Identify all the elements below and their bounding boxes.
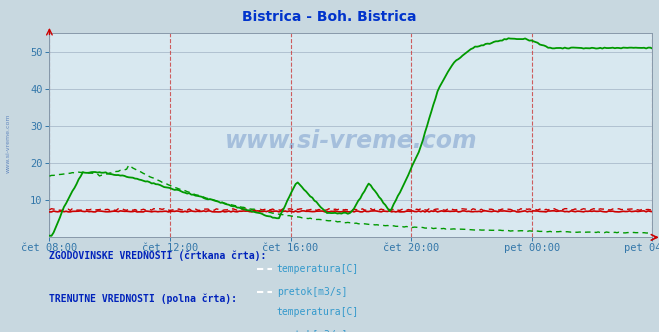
Text: pretok[m3/s]: pretok[m3/s] (277, 287, 347, 297)
Text: www.si-vreme.com: www.si-vreme.com (5, 113, 11, 173)
Text: Bistrica - Boh. Bistrica: Bistrica - Boh. Bistrica (243, 10, 416, 24)
Text: temperatura[C]: temperatura[C] (277, 264, 359, 274)
Text: TRENUTNE VREDNOSTI (polna črta):: TRENUTNE VREDNOSTI (polna črta): (49, 294, 237, 304)
Text: temperatura[C]: temperatura[C] (277, 307, 359, 317)
Text: ZGODOVINSKE VREDNOSTI (črtkana črta):: ZGODOVINSKE VREDNOSTI (črtkana črta): (49, 251, 267, 261)
Text: www.si-vreme.com: www.si-vreme.com (225, 129, 477, 153)
Text: pretok[m3/s]: pretok[m3/s] (277, 330, 347, 332)
